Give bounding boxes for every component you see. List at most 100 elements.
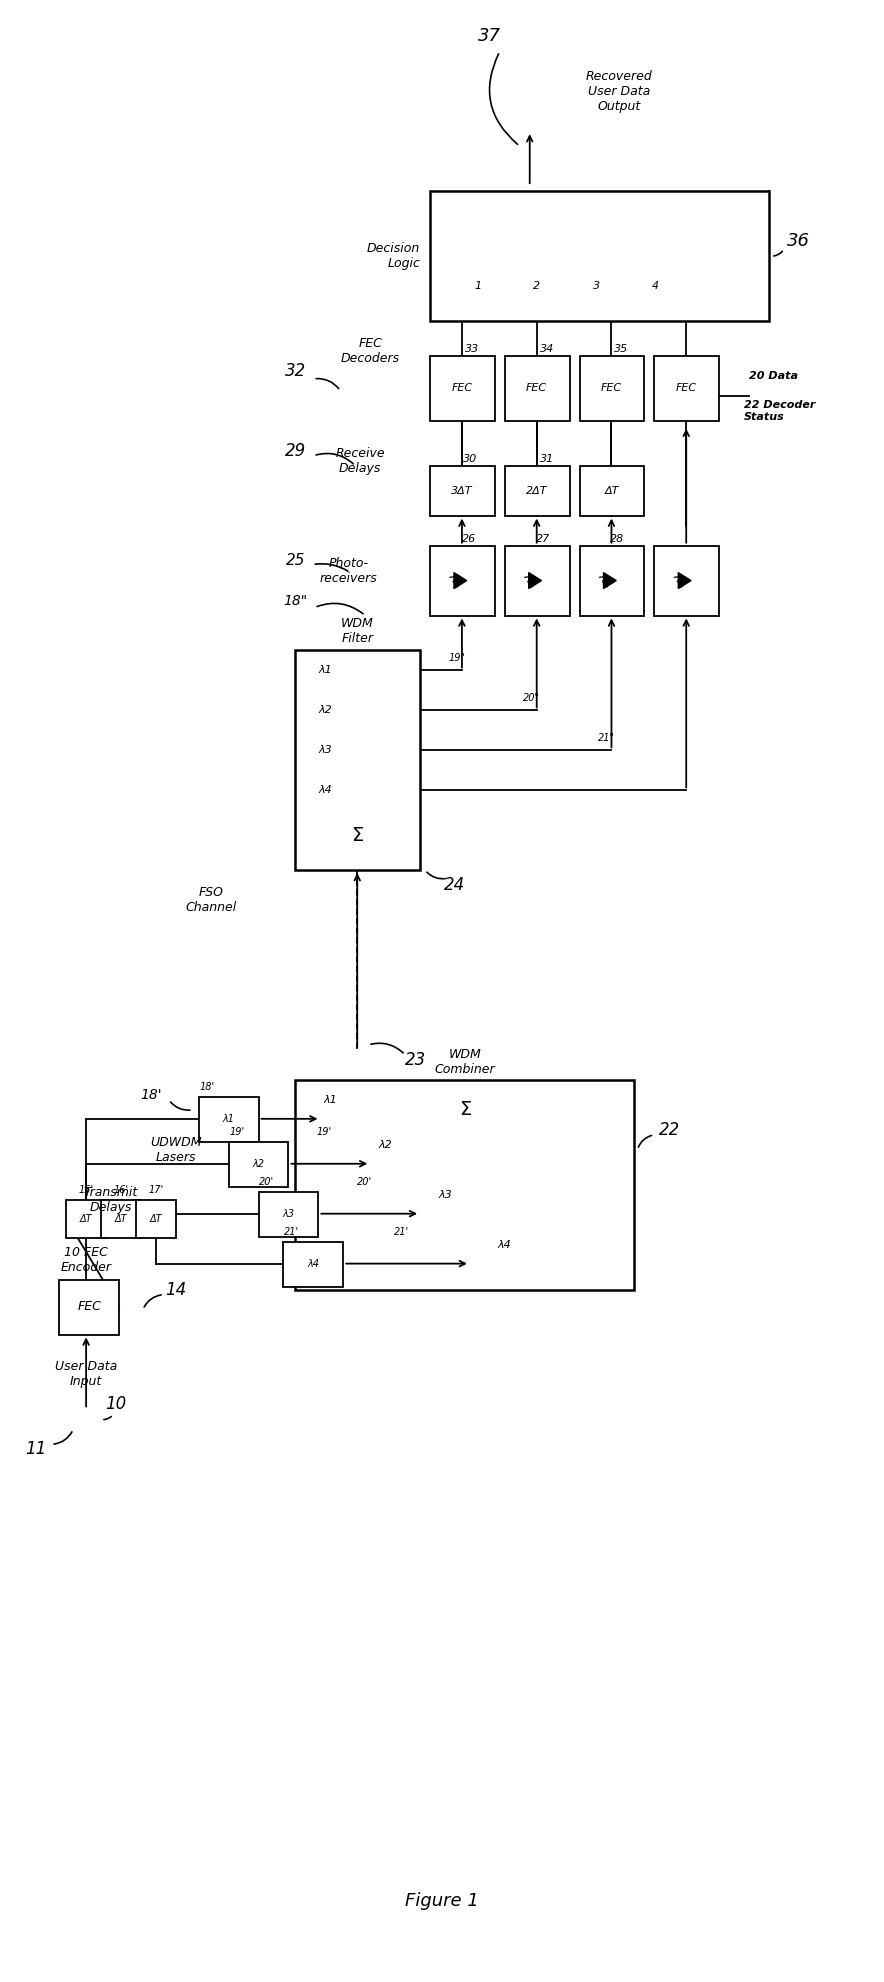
Text: FEC: FEC	[526, 383, 547, 392]
Text: 18": 18"	[284, 593, 308, 608]
Text: Decision
Logic: Decision Logic	[367, 242, 420, 270]
Text: 17': 17'	[149, 1185, 164, 1195]
Text: 3: 3	[593, 281, 600, 291]
Text: 11: 11	[26, 1441, 47, 1459]
Text: Σ: Σ	[351, 826, 363, 844]
Bar	[430, 545, 495, 616]
Text: λ4: λ4	[318, 785, 332, 795]
Bar	[505, 466, 569, 515]
Text: Transmit
Delays: Transmit Delays	[84, 1185, 138, 1213]
Text: ΔT: ΔT	[80, 1213, 93, 1223]
Text: λ1: λ1	[223, 1114, 234, 1124]
Text: 30: 30	[463, 454, 477, 464]
Bar	[654, 545, 719, 616]
Bar	[136, 1199, 176, 1237]
Text: 15': 15'	[79, 1185, 94, 1195]
Bar	[580, 357, 644, 420]
Text: 3ΔT: 3ΔT	[451, 486, 473, 496]
Text: 28: 28	[610, 533, 625, 543]
Text: λ1: λ1	[318, 666, 332, 676]
Bar	[259, 1191, 318, 1237]
Text: 20": 20"	[523, 694, 540, 704]
Text: FEC: FEC	[452, 383, 473, 392]
Bar	[505, 545, 569, 616]
Text: λ3: λ3	[283, 1209, 294, 1219]
Text: λ2: λ2	[253, 1159, 264, 1169]
Text: 25: 25	[286, 553, 305, 569]
Bar	[59, 1280, 119, 1334]
Text: 4: 4	[652, 281, 659, 291]
Text: λ3: λ3	[438, 1189, 452, 1199]
Text: WDM
Combiner: WDM Combiner	[435, 1048, 495, 1076]
Bar	[580, 466, 644, 515]
Text: Recovered
User Data
Output: Recovered User Data Output	[586, 69, 652, 113]
Text: FSO
Channel: FSO Channel	[185, 886, 236, 914]
Bar	[580, 545, 644, 616]
Text: FEC: FEC	[77, 1300, 101, 1312]
Text: 21': 21'	[393, 1227, 408, 1237]
Text: 34: 34	[539, 345, 553, 355]
Text: λ2: λ2	[318, 706, 332, 716]
Text: Σ: Σ	[459, 1100, 471, 1120]
Text: 2ΔT: 2ΔT	[526, 486, 547, 496]
Bar	[284, 1241, 343, 1286]
Bar	[101, 1199, 141, 1237]
Text: 20': 20'	[356, 1177, 372, 1187]
Text: ΔT: ΔT	[149, 1213, 163, 1223]
Text: 37: 37	[478, 28, 501, 46]
Bar	[654, 357, 719, 420]
Text: 24: 24	[445, 876, 466, 894]
Bar	[430, 190, 769, 321]
Bar	[229, 1142, 288, 1187]
Text: 22 Decoder
Status: 22 Decoder Status	[744, 400, 815, 422]
Text: 20': 20'	[259, 1177, 274, 1187]
Text: 36: 36	[788, 232, 811, 250]
Text: λ4: λ4	[498, 1239, 512, 1249]
Text: 23: 23	[405, 1050, 426, 1068]
Text: User Data
Input: User Data Input	[55, 1360, 118, 1389]
Text: 32: 32	[285, 363, 306, 381]
Text: 19": 19"	[448, 654, 466, 664]
Polygon shape	[529, 573, 542, 589]
Text: 2: 2	[533, 281, 540, 291]
Text: 19': 19'	[316, 1128, 332, 1138]
Bar	[430, 466, 495, 515]
Polygon shape	[678, 573, 691, 589]
Text: 21": 21"	[598, 733, 615, 743]
Text: 29: 29	[285, 442, 306, 460]
Text: 22: 22	[659, 1120, 680, 1140]
Text: 33: 33	[465, 345, 479, 355]
Text: 14: 14	[165, 1280, 187, 1298]
Text: 18': 18'	[199, 1082, 214, 1092]
Text: 1: 1	[475, 281, 482, 291]
Text: λ1: λ1	[324, 1094, 337, 1104]
Text: FEC: FEC	[675, 383, 697, 392]
Text: λ4: λ4	[308, 1259, 319, 1268]
Bar	[505, 357, 569, 420]
Text: λ2: λ2	[378, 1140, 392, 1150]
Text: 10: 10	[105, 1395, 126, 1413]
Polygon shape	[454, 573, 467, 589]
Bar	[66, 1199, 106, 1237]
Text: FEC: FEC	[601, 383, 622, 392]
Bar	[295, 1080, 635, 1290]
Bar	[199, 1096, 259, 1142]
Text: FEC
Decoders: FEC Decoders	[340, 337, 400, 365]
Text: λ3: λ3	[318, 745, 332, 755]
Text: 27: 27	[536, 533, 550, 543]
Text: 10 FEC
Encoder: 10 FEC Encoder	[61, 1245, 111, 1274]
Text: UDWDM
Lasers: UDWDM Lasers	[150, 1136, 202, 1163]
Text: 20 Data: 20 Data	[749, 371, 798, 381]
Bar	[430, 357, 495, 420]
Text: 26: 26	[461, 533, 476, 543]
Text: 31: 31	[539, 454, 553, 464]
Polygon shape	[604, 573, 616, 589]
Text: 35: 35	[614, 345, 629, 355]
Text: 16': 16'	[113, 1185, 128, 1195]
Text: ΔT: ΔT	[605, 486, 619, 496]
Text: 21': 21'	[284, 1227, 299, 1237]
Bar	[295, 650, 420, 870]
Text: Photo-
receivers: Photo- receivers	[319, 557, 377, 585]
Text: 19': 19'	[229, 1128, 244, 1138]
Text: 18': 18'	[140, 1088, 162, 1102]
